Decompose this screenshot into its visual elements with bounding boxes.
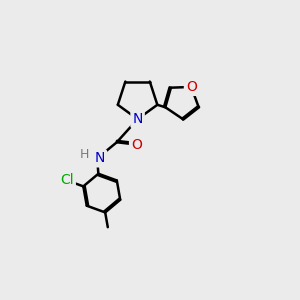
Text: O: O — [186, 80, 197, 94]
Text: N: N — [132, 112, 143, 126]
Text: H: H — [80, 148, 89, 161]
Text: N: N — [95, 152, 105, 165]
Text: Cl: Cl — [60, 173, 74, 188]
Text: O: O — [131, 138, 142, 152]
